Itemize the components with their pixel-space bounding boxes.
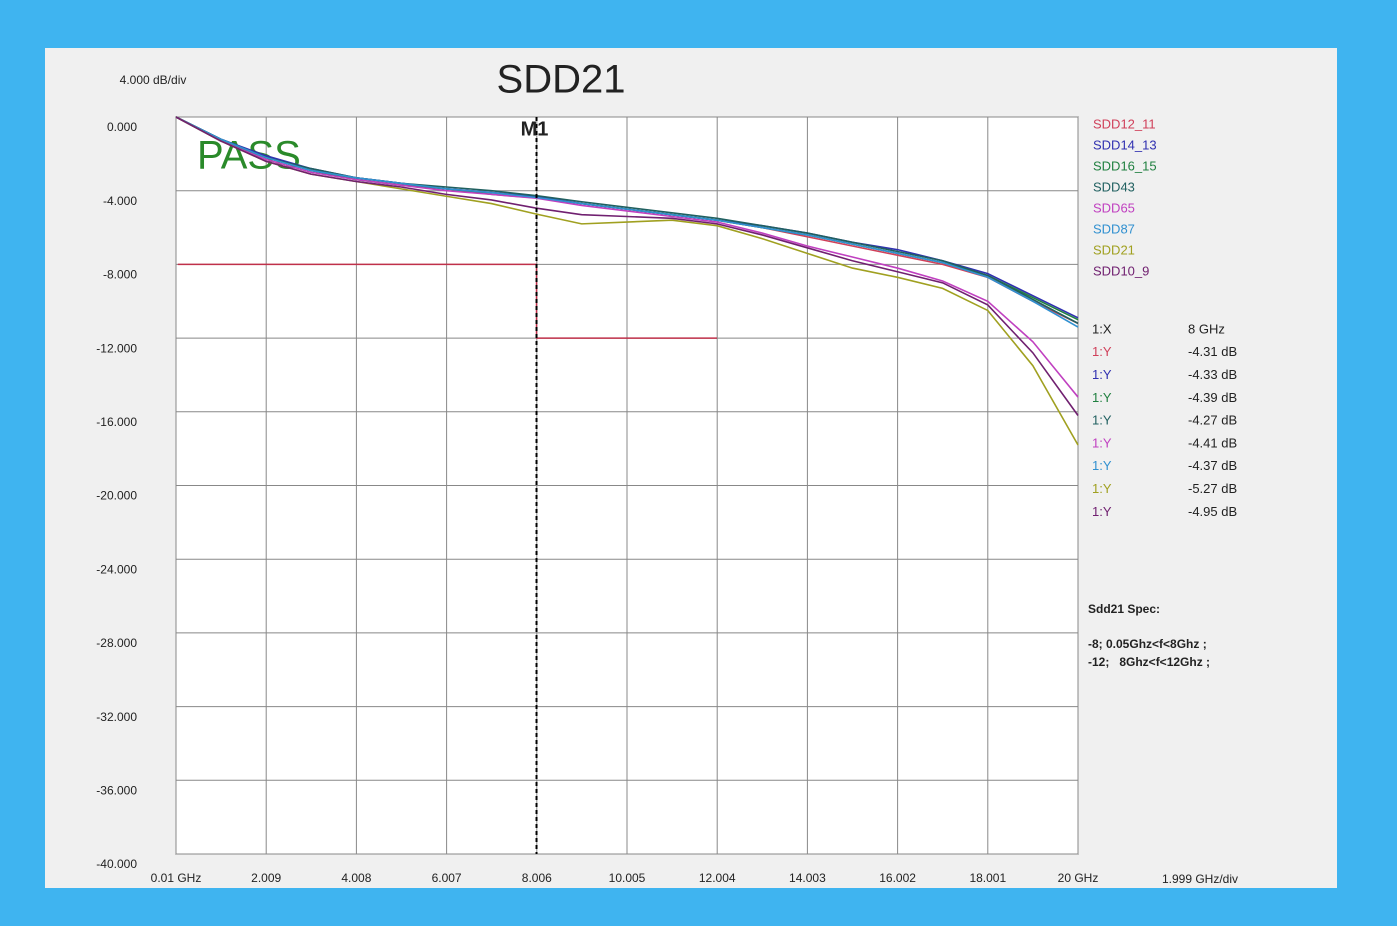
x-tick-label: 8.006 bbox=[522, 871, 552, 885]
y-tick-label: -8.000 bbox=[103, 268, 137, 282]
readout-label: 1:Y bbox=[1092, 390, 1112, 405]
readout-label: 1:Y bbox=[1092, 435, 1112, 450]
y-tick-label: 0.000 bbox=[107, 120, 137, 134]
y-tick-label: -16.000 bbox=[96, 415, 137, 429]
legend-entry: SDD21 bbox=[1093, 242, 1135, 257]
x-tick-label: 0.01 GHz bbox=[151, 871, 202, 885]
legend-entry: SDD12_11 bbox=[1093, 116, 1156, 131]
readout-value: -4.39 dB bbox=[1188, 390, 1237, 405]
series-line bbox=[175, 116, 1079, 325]
readout-value: 8 GHz bbox=[1188, 321, 1225, 336]
y-tick-label: -4.000 bbox=[103, 194, 137, 208]
y-tick-label: -24.000 bbox=[96, 562, 137, 576]
marker-label: M1 bbox=[521, 118, 549, 140]
x-tick-label: 12.004 bbox=[699, 871, 736, 885]
x-tick-label: 18.001 bbox=[969, 871, 1006, 885]
x-tick-label: 4.008 bbox=[341, 871, 371, 885]
readout-label: 1:Y bbox=[1092, 481, 1112, 496]
series-line bbox=[175, 116, 1079, 398]
legend-entry: SDD65 bbox=[1093, 200, 1135, 215]
spec-line: -8; 0.05Ghz<f<8Ghz ; bbox=[1088, 637, 1207, 651]
y-tick-label: -20.000 bbox=[96, 489, 137, 503]
readout-value: -4.31 dB bbox=[1188, 344, 1237, 359]
x-scale-label: 1.999 GHz/div bbox=[1162, 872, 1238, 886]
spec-title: Sdd21 Spec: bbox=[1088, 602, 1160, 616]
x-tick-label: 2.009 bbox=[251, 871, 281, 885]
pass-annotation: PASS bbox=[197, 134, 301, 178]
y-tick-label: -40.000 bbox=[96, 857, 137, 871]
y-tick-label: -28.000 bbox=[96, 636, 137, 650]
readout-label: 1:Y bbox=[1092, 413, 1112, 428]
readout-value: -4.33 dB bbox=[1188, 367, 1237, 382]
legend-entry: SDD10_9 bbox=[1093, 263, 1149, 278]
legend-entry: SDD87 bbox=[1093, 221, 1135, 236]
readout-value: -4.41 dB bbox=[1188, 435, 1237, 450]
x-tick-label: 10.005 bbox=[609, 871, 646, 885]
readout-value: -5.27 dB bbox=[1188, 481, 1237, 496]
readout-label: 1:Y bbox=[1092, 344, 1112, 359]
legend-entry: SDD14_13 bbox=[1093, 137, 1157, 152]
readout-label: 1:Y bbox=[1092, 504, 1112, 519]
y-tick-label: -36.000 bbox=[96, 783, 137, 797]
spec-line: -12; 8Ghz<f<12Ghz ; bbox=[1088, 655, 1210, 669]
x-tick-label: 14.003 bbox=[789, 871, 826, 885]
legend-entry: SDD16_15 bbox=[1093, 158, 1157, 173]
x-tick-label: 20 GHz bbox=[1058, 871, 1099, 885]
x-tick-label: 16.002 bbox=[879, 871, 916, 885]
series-line bbox=[175, 116, 1079, 416]
y-scale-label: 4.000 dB/div bbox=[120, 73, 187, 87]
readout-label: 1:Y bbox=[1092, 458, 1112, 473]
legend-entry: SDD43 bbox=[1093, 179, 1135, 194]
readout-value: -4.27 dB bbox=[1188, 413, 1237, 428]
readout-label: 1:Y bbox=[1092, 367, 1112, 382]
readout-value: -4.37 dB bbox=[1188, 458, 1237, 473]
readout-label: 1:X bbox=[1092, 321, 1112, 336]
y-tick-label: -12.000 bbox=[96, 341, 137, 355]
y-tick-label: -32.000 bbox=[96, 710, 137, 724]
chart-title: SDD21 bbox=[497, 58, 626, 102]
x-tick-label: 6.007 bbox=[432, 871, 462, 885]
readout-value: -4.95 dB bbox=[1188, 504, 1237, 519]
series-line bbox=[175, 116, 1079, 328]
